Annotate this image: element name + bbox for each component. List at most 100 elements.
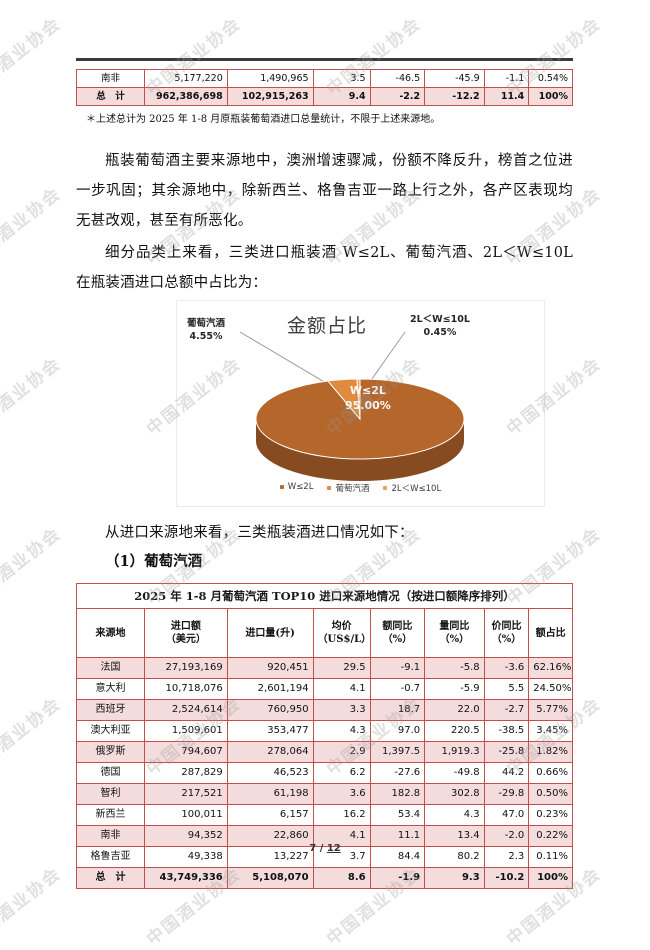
cell-share: 62.16% xyxy=(528,657,573,679)
cell-avg-price: 9.4 xyxy=(312,87,371,106)
cell-avg-price: 6.2 xyxy=(312,762,371,784)
cell-source: 法国 xyxy=(76,657,145,679)
cell-volume-yoy: -5.9 xyxy=(424,678,485,700)
cell-amount-yoy: 1,397.5 xyxy=(369,741,426,763)
table-row: 澳大利亚 1,509,601 353,477 4.3 97.0 220.5 -38.5 3.4… xyxy=(76,720,573,742)
cell-volume: 1,490,965 xyxy=(226,69,314,88)
cell-avg-price: 4.1 xyxy=(312,678,371,700)
column-header-2: 进口量(升) xyxy=(226,608,314,658)
cell-amount-yoy: 18.7 xyxy=(369,699,426,721)
legend-swatch-icon xyxy=(383,486,388,490)
cell-price-yoy: -2.0 xyxy=(483,825,530,847)
pie-graphic xyxy=(239,331,465,481)
cell-volume: 46,523 xyxy=(226,762,314,784)
cell-share: 0.54% xyxy=(528,69,573,88)
cell-avg-price: 29.5 xyxy=(312,657,371,679)
cell-volume: 760,950 xyxy=(226,699,314,721)
top-data-table: 南非 5,177,220 1,490,965 3.5 -46.5 -45.9 -1.1 0.5… xyxy=(76,69,573,106)
table-row: 南非 94,352 22,860 4.1 11.1 13.4 -2.0 0.22% xyxy=(76,825,573,847)
pie-slice-value-main: 95.00% xyxy=(345,399,391,412)
cell-avg-price: 3.7 xyxy=(312,846,371,868)
pie-slice-2 xyxy=(356,378,361,420)
legend-swatch-icon xyxy=(279,485,284,489)
cell-amount: 43,749,336 xyxy=(143,867,228,889)
cell-volume: 920,451 xyxy=(226,657,314,679)
table-row: 西班牙 2,524,614 760,950 3.3 18.7 22.0 -2.7 5.77% xyxy=(76,699,573,721)
cell-amount-yoy: 97.0 xyxy=(369,720,426,742)
cell-avg-price: 3.6 xyxy=(312,783,371,805)
cell-price-yoy: 44.2 xyxy=(483,762,530,784)
table-row: 法国 27,193,169 920,451 29.5 -9.1 -5.8 -3.6 62.16… xyxy=(76,657,573,679)
cell-volume-yoy: -12.2 xyxy=(424,87,485,106)
cell-share: 24.50% xyxy=(528,678,573,700)
cell-amount: 49,338 xyxy=(143,846,228,868)
cell-volume: 61,198 xyxy=(226,783,314,805)
table-caption: 2025 年 1-8 月葡萄汽酒 TOP10 进口来源地情况（按进口额降序排列） xyxy=(76,583,573,609)
column-header-3: 均价 （US$/L） xyxy=(312,608,371,658)
table-header-row: 来源地 进口额 （美元） 进口量(升) 均价 （US$/L） 额同比 （%） 量同比 （%） 价同比… xyxy=(76,608,573,658)
cell-amount-yoy: 182.8 xyxy=(369,783,426,805)
chart-legend: W≤2L 葡萄汽酒 2L＜W≤10L xyxy=(177,482,544,494)
column-header-6: 价同比 （%） xyxy=(483,608,530,658)
cell-amount-yoy: 11.1 xyxy=(369,825,426,847)
column-header-1: 进口额 （美元） xyxy=(143,608,228,658)
callout-label-sparkling: 葡萄汽酒 4.55% xyxy=(187,317,225,343)
cell-volume: 278,064 xyxy=(226,741,314,763)
cell-source: 意大利 xyxy=(76,678,145,700)
cell-source: 南非 xyxy=(76,69,145,88)
cell-volume-yoy: -45.9 xyxy=(424,69,485,88)
cell-avg-price: 8.6 xyxy=(312,867,371,889)
cell-amount-yoy: -1.9 xyxy=(369,867,426,889)
legend-item-1: 葡萄汽酒 xyxy=(327,482,369,494)
cell-volume-yoy: -5.8 xyxy=(424,657,485,679)
cell-source: 智利 xyxy=(76,783,145,805)
cell-source: 澳大利亚 xyxy=(76,720,145,742)
cell-price-yoy: -29.8 xyxy=(483,783,530,805)
cell-share: 0.22% xyxy=(528,825,573,847)
cell-amount: 5,177,220 xyxy=(143,69,228,88)
column-header-4: 额同比 （%） xyxy=(369,608,426,658)
cell-amount: 794,607 xyxy=(143,741,228,763)
table-row: 德国 287,829 46,523 6.2 -27.6 -49.8 44.2 0.66% xyxy=(76,762,573,784)
cell-share: 5.77% xyxy=(528,699,573,721)
cell-share: 3.45% xyxy=(528,720,573,742)
table-row: 俄罗斯 794,607 278,064 2.9 1,397.5 1,919.3 -25.8 1… xyxy=(76,741,573,763)
cell-amount: 962,386,698 xyxy=(143,87,228,106)
table-row: 总 计 962,386,698 102,915,263 9.4 -2.2 -12.2 11.… xyxy=(76,87,573,106)
cell-price-yoy: 47.0 xyxy=(483,804,530,826)
legend-label: 葡萄汽酒 xyxy=(335,484,370,494)
cell-avg-price: 2.9 xyxy=(312,741,371,763)
legend-swatch-icon xyxy=(327,486,332,490)
watermark-text: 中国酒业协会 xyxy=(0,13,66,100)
cell-source: 西班牙 xyxy=(76,699,145,721)
cell-price-yoy: -2.7 xyxy=(483,699,530,721)
callout-label-2l10l: 2L＜W≤10L 0.45% xyxy=(410,313,470,339)
section-heading-sparkling: （1）葡萄汽酒 xyxy=(105,553,203,570)
cell-source: 总 计 xyxy=(76,87,145,106)
cell-share: 0.23% xyxy=(528,804,573,826)
cell-volume-yoy: -49.8 xyxy=(424,762,485,784)
pie-slice-name-main: W≤2L xyxy=(349,384,386,397)
pie-side-0 xyxy=(256,419,464,481)
cell-volume: 353,477 xyxy=(226,720,314,742)
cell-source: 新西兰 xyxy=(76,804,145,826)
footer-page-total: 12 xyxy=(326,843,341,854)
cell-share: 1.82% xyxy=(528,741,573,763)
cell-amount: 27,193,169 xyxy=(143,657,228,679)
cell-avg-price: 3.3 xyxy=(312,699,371,721)
cell-amount: 94,352 xyxy=(143,825,228,847)
cell-amount-yoy: -2.2 xyxy=(369,87,426,106)
cell-volume: 5,108,070 xyxy=(226,867,314,889)
cell-source: 格鲁吉亚 xyxy=(76,846,145,868)
cell-amount: 100,011 xyxy=(143,804,228,826)
cell-source: 总 计 xyxy=(76,867,145,889)
legend-item-2: 2L＜W≤10L xyxy=(383,482,441,494)
pie-slice-label-main: W≤2L 95.00% xyxy=(345,383,391,413)
table-row: 意大利 10,718,076 2,601,194 4.1 -0.7 -5.9 5.5 24.5… xyxy=(76,678,573,700)
cell-price-yoy: -25.8 xyxy=(483,741,530,763)
paragraph-by-source: 从进口来源地来看，三类瓶装酒进口情况如下： xyxy=(105,525,414,541)
cell-source: 南非 xyxy=(76,825,145,847)
footer-page-current: 7 xyxy=(309,843,317,854)
column-header-7: 额占比 xyxy=(528,608,573,658)
table-row: 新西兰 100,011 6,157 16.2 53.4 4.3 47.0 0.23% xyxy=(76,804,573,826)
